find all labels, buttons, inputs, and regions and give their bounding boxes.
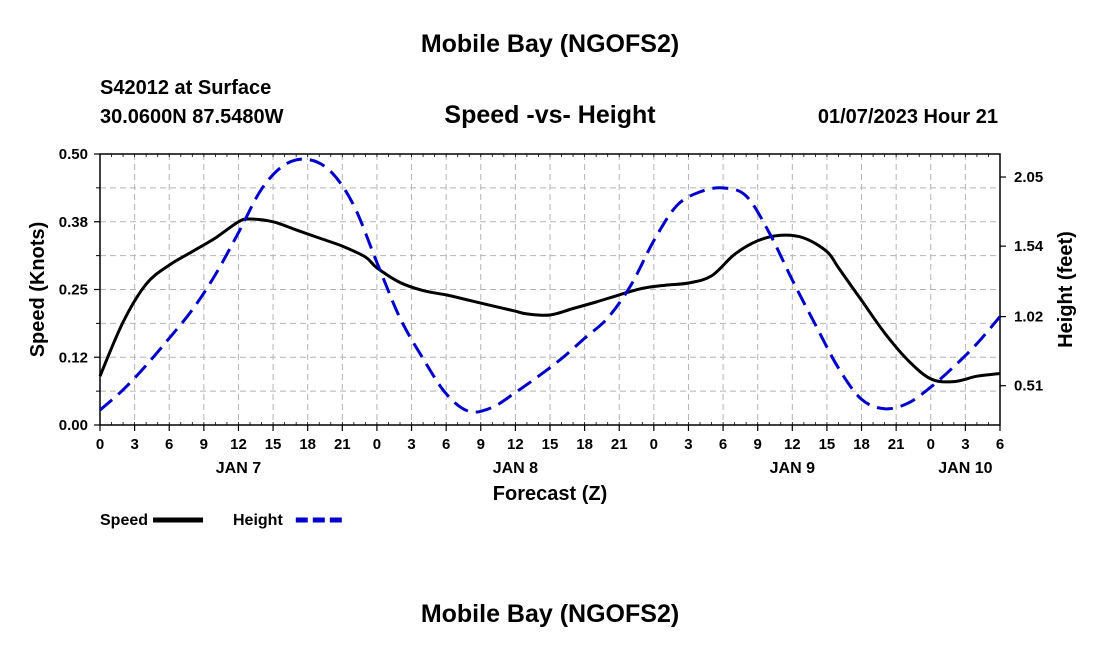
y2-tick-label: 2.05	[1014, 169, 1043, 186]
x-axis-title: Forecast (Z)	[493, 483, 607, 505]
legend-label-speed: Speed	[100, 512, 148, 529]
day-label: JAN 8	[493, 460, 538, 477]
x-tick-label: 6	[996, 436, 1004, 453]
y2-axis-title: Height (feet)	[1055, 231, 1077, 348]
x-tick-label: 3	[684, 436, 692, 453]
x-tick-label: 15	[265, 436, 282, 453]
x-tick-label: 21	[611, 436, 628, 453]
x-tick-label: 12	[230, 436, 247, 453]
forecast-datetime: 01/07/2023 Hour 21	[817, 106, 998, 128]
x-tick-label: 21	[334, 436, 351, 453]
x-tick-label: 3	[961, 436, 969, 453]
x-tick-label: 18	[299, 436, 316, 453]
y-tick-label: 0.25	[59, 282, 88, 299]
x-tick-label: 6	[719, 436, 727, 453]
x-tick-label: 15	[542, 436, 559, 453]
axis-labels: 0 3 6 9 12 15 18 21 0 3 6 9 12 15 18 21 0 3 6 9 12 15 18 21 0 3 6J…	[27, 146, 1077, 505]
y-tick-label: 0.38	[59, 214, 88, 231]
chart-subtitle: Speed -vs- Height	[444, 101, 656, 129]
x-tick-label: 9	[754, 436, 762, 453]
x-tick-label: 0	[650, 436, 658, 453]
x-tick-label: 0	[373, 436, 381, 453]
y2-tick-label: 1.54	[1014, 238, 1044, 255]
day-label: JAN 9	[770, 460, 815, 477]
y2-tick-label: 1.02	[1014, 309, 1043, 326]
series-line-speed	[98, 217, 1001, 384]
x-tick-label: 21	[888, 436, 905, 453]
x-tick-label: 0	[927, 436, 935, 453]
legend: Speed Height	[100, 512, 346, 529]
x-tick-label: 6	[442, 436, 450, 453]
station-coordinates: 30.0600N 87.5480W	[100, 106, 284, 128]
x-tick-label: 15	[819, 436, 836, 453]
x-tick-label: 3	[407, 436, 415, 453]
footer-title: Mobile Bay (NGOFS2)	[420, 600, 680, 628]
x-tick-label: 0	[96, 436, 104, 453]
series-line-height	[98, 157, 1002, 414]
axis-ticks	[94, 153, 1006, 431]
y-tick-label: 0.12	[59, 349, 88, 366]
y-axis-title: Speed (Knots)	[27, 222, 49, 358]
day-label: JAN 7	[216, 460, 261, 477]
y-tick-label: 0.00	[59, 417, 88, 434]
grid	[100, 154, 1000, 425]
x-tick-label: 18	[853, 436, 870, 453]
x-tick-label: 3	[130, 436, 138, 453]
x-tick-label: 9	[200, 436, 208, 453]
day-label: JAN 10	[938, 460, 992, 477]
x-tick-label: 12	[784, 436, 801, 453]
series	[98, 157, 1002, 414]
legend-label-height: Height	[233, 512, 283, 529]
x-tick-label: 6	[165, 436, 173, 453]
station-label: S42012 at Surface	[100, 77, 272, 99]
x-tick-label: 12	[507, 436, 524, 453]
y-tick-label: 0.50	[59, 146, 88, 163]
chart-title: Mobile Bay (NGOFS2)	[420, 30, 680, 58]
x-tick-label: 18	[576, 436, 593, 453]
y2-tick-label: 0.51	[1014, 378, 1043, 395]
x-tick-label: 9	[477, 436, 485, 453]
